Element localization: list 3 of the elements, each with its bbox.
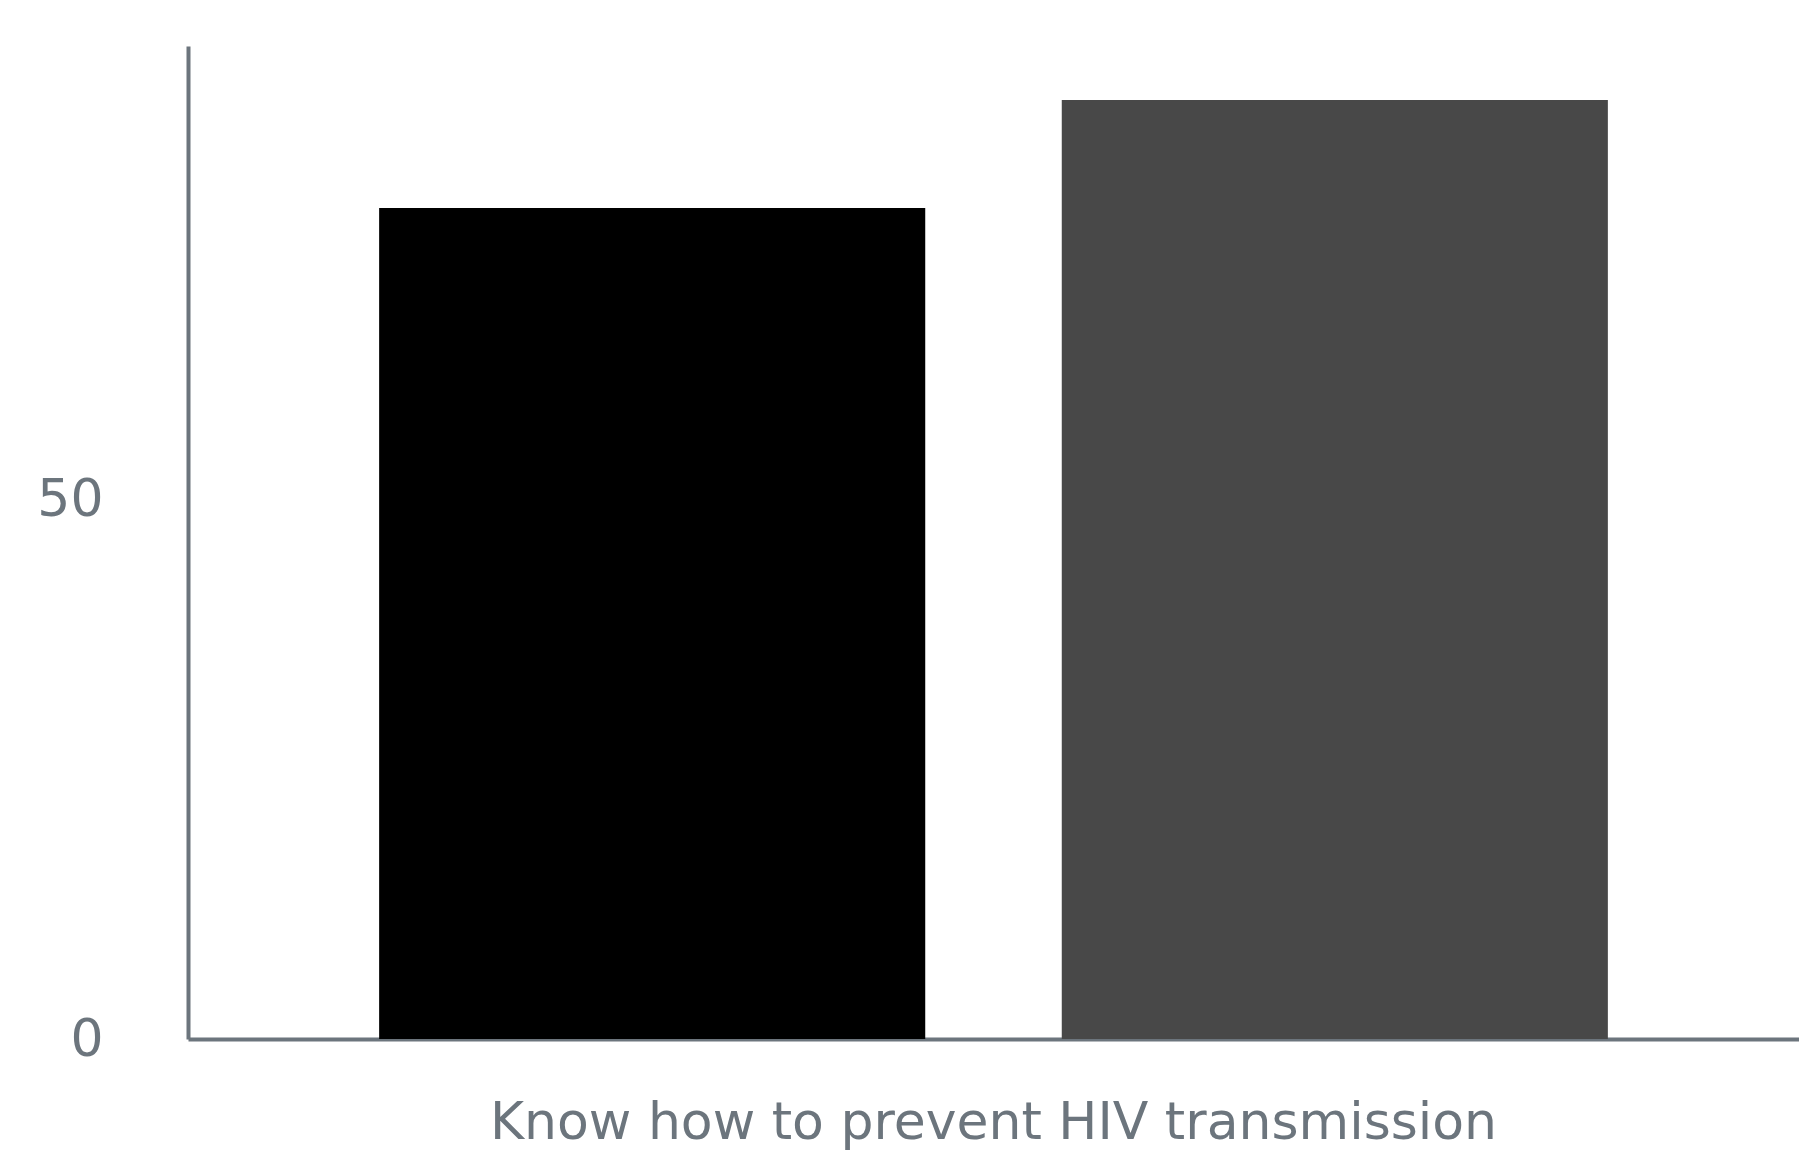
x-tick-label: Know how to prevent HIV transmission <box>489 1090 1498 1151</box>
y-tick-label: 50 <box>37 467 104 528</box>
y-tick-label: 0 <box>70 1007 104 1068</box>
